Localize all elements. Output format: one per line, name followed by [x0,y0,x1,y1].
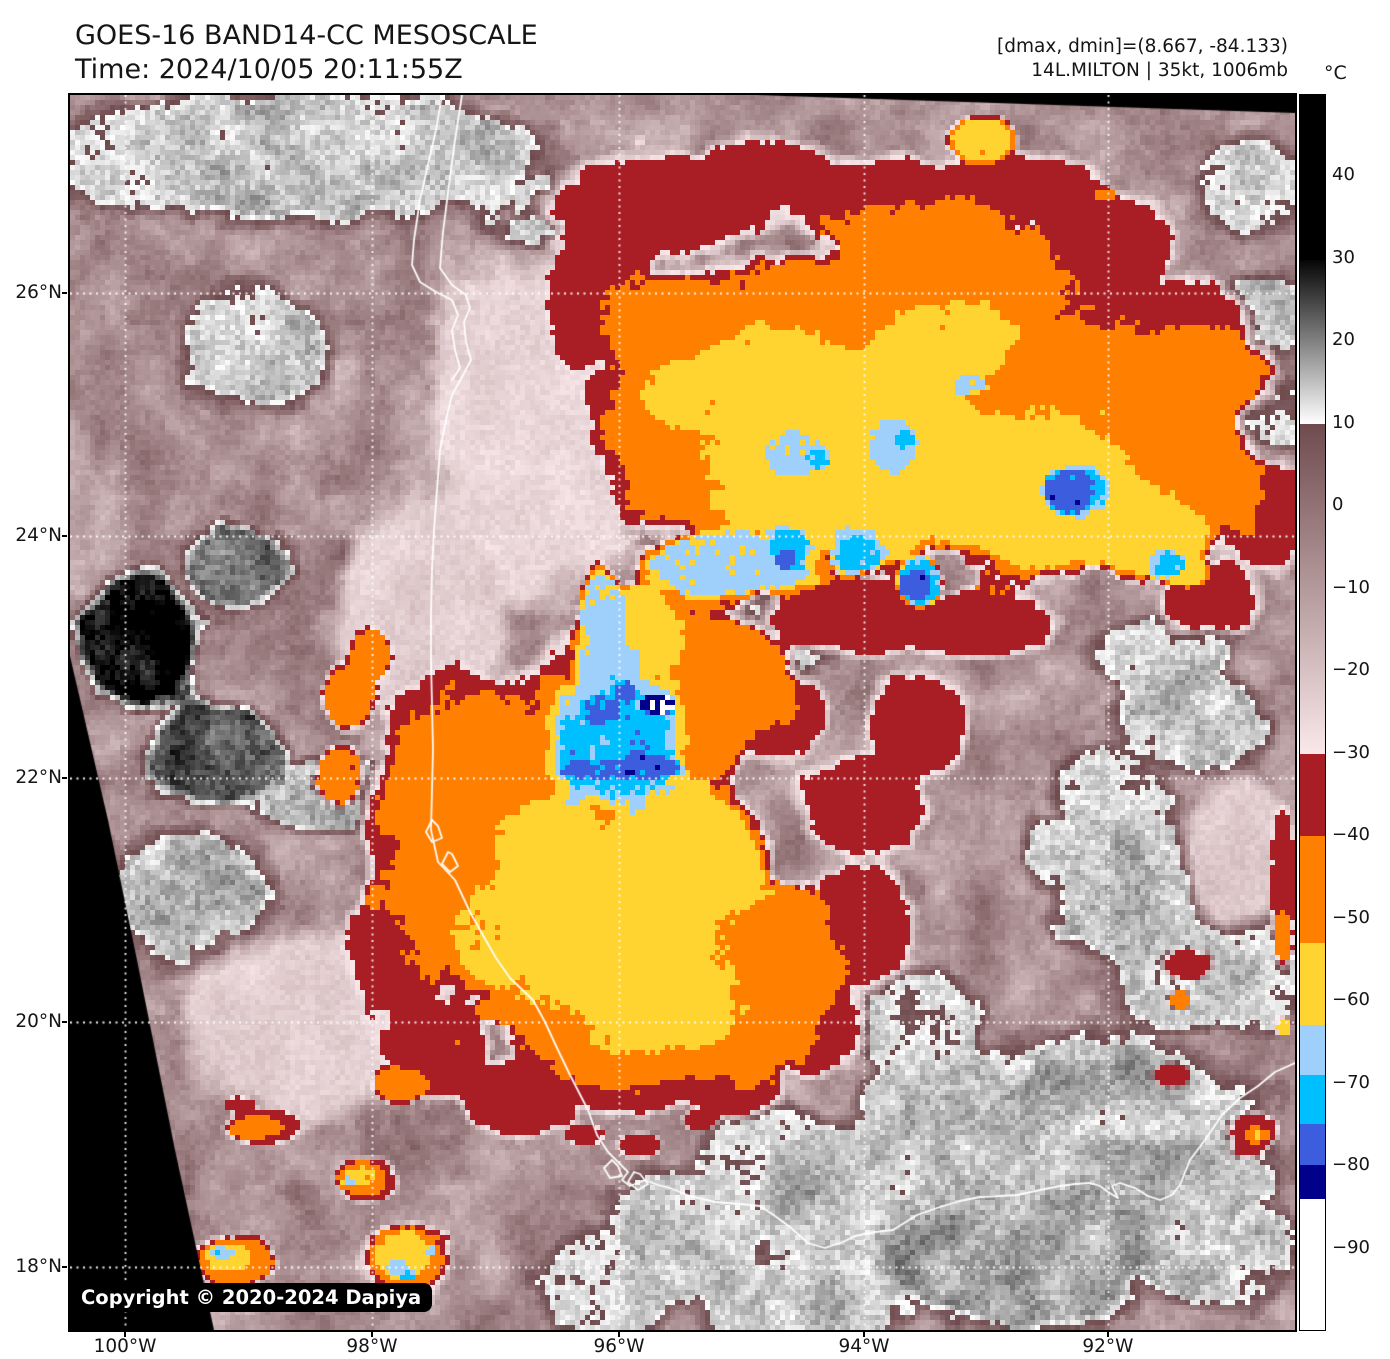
colorbar-segment [1300,835,1325,943]
y-axis-tick-label: 26°N [15,281,62,303]
timestamp-line: Time: 2024/10/05 20:11:55Z [75,54,463,85]
page-title: GOES-16 BAND14-CC MESOSCALE [75,20,538,51]
colorbar-tick-label: −90 [1332,1236,1370,1258]
colorbar-segment [1300,259,1325,425]
storm-info-annotation: 14L.MILTON | 35kt, 1006mb [1031,60,1288,81]
colorbar-segment [1300,1165,1325,1200]
colorbar-segment [1300,943,1325,1026]
x-axis-tick-label: 100°W [93,1336,157,1357]
dmax-dmin-annotation: [dmax, dmin]=(8.667, -84.133) [997,36,1288,57]
colorbar-segment [1300,1199,1325,1330]
colorbar-tick-label: −80 [1332,1154,1370,1176]
colorbar-tick-label: −50 [1332,906,1370,928]
colorbar-tick-label: −30 [1332,741,1370,763]
y-axis-tick-mark [62,535,67,538]
x-axis-tick-mark [618,1332,621,1337]
colorbar [1299,94,1326,1331]
x-axis-tick-label: 92°W [1082,1336,1134,1357]
colorbar-tick-label: 40 [1332,164,1355,186]
map-overlay-canvas [70,95,1295,1330]
x-axis-tick-mark [863,1332,866,1337]
y-axis-tick-mark [62,1020,67,1023]
colorbar-segment [1300,1124,1325,1166]
x-axis-tick-label: 98°W [346,1336,398,1357]
y-axis-tick-mark [62,291,67,294]
y-axis-tick-mark [62,776,67,779]
y-axis-tick-mark [62,1266,67,1268]
colorbar-tick-label: −60 [1332,989,1370,1011]
colorbar-tick-label: 30 [1332,246,1355,268]
colorbar-tick-label: −20 [1332,659,1370,681]
colorbar-segment [1300,424,1325,754]
colorbar-tick-label: −70 [1332,1071,1370,1093]
y-axis-tick-label: 24°N [15,525,62,547]
colorbar-tick-label: 0 [1332,494,1344,516]
colorbar-segment [1300,1074,1325,1125]
x-axis-tick-mark [124,1332,126,1337]
colorbar-tick-label: 20 [1332,329,1355,351]
x-axis-tick-label: 96°W [593,1336,645,1357]
colorbar-unit-label: °C [1324,62,1347,84]
x-axis-tick-label: 94°W [838,1336,890,1357]
colorbar-segment [1300,95,1325,260]
colorbar-tick-label: 10 [1332,411,1355,433]
x-axis-tick-mark [370,1332,373,1337]
colorbar-segment [1300,753,1325,836]
y-axis-tick-label: 18°N [15,1256,62,1277]
satellite-map-area: Copyright © 2020-2024 Dapiya [68,93,1297,1332]
colorbar-tick-label: −10 [1332,576,1370,598]
colorbar-segment [1300,1025,1325,1075]
y-axis-tick-label: 20°N [15,1010,62,1032]
y-axis-tick-label: 22°N [15,766,62,788]
copyright-badge: Copyright © 2020-2024 Dapiya [70,1283,433,1312]
colorbar-tick-label: −40 [1332,824,1370,846]
x-axis-tick-mark [1106,1332,1109,1337]
